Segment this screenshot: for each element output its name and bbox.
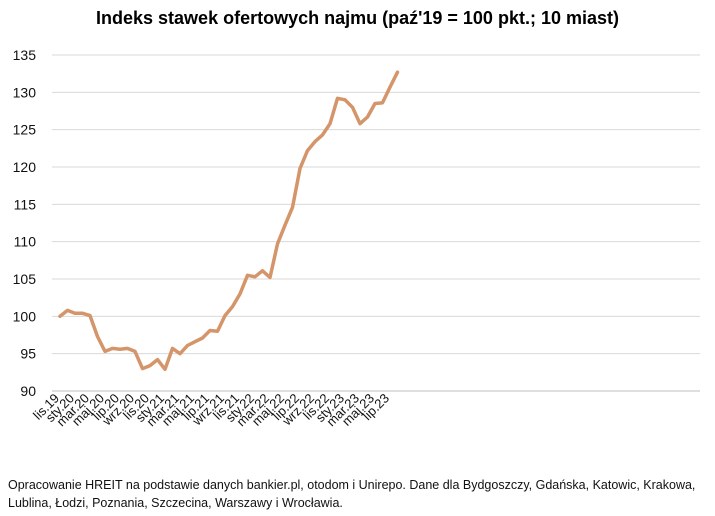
series-line [58, 70, 400, 372]
y-tick-label: 105 [13, 271, 37, 287]
y-tick-label: 100 [13, 308, 37, 324]
y-tick-label: 125 [13, 122, 37, 138]
y-tick-label: 90 [20, 383, 36, 399]
y-tick-label: 110 [14, 234, 37, 250]
gridlines [52, 54, 700, 355]
y-tick-label: 115 [14, 196, 37, 212]
y-axis-ticks: 90 95 100 105 110 115 120 125 130 135 [13, 47, 37, 399]
y-tick-label: 95 [20, 346, 36, 362]
y-tick-label: 120 [13, 159, 37, 175]
source-note: Opracowanie HREIT na podstawie danych ba… [8, 478, 696, 510]
y-tick-label: 130 [13, 84, 37, 100]
y-tick-label: 135 [13, 47, 37, 63]
series-group [58, 70, 400, 372]
x-axis-ticks: lis.19sty.20mar.20maj.20lip.20wrz.20lis.… [30, 391, 392, 430]
chart-title: Indeks stawek ofertowych najmu (paź'19 =… [96, 8, 619, 28]
line-chart: 90 95 100 105 110 115 120 125 130 135 lis.19sty.2… [13, 47, 700, 430]
